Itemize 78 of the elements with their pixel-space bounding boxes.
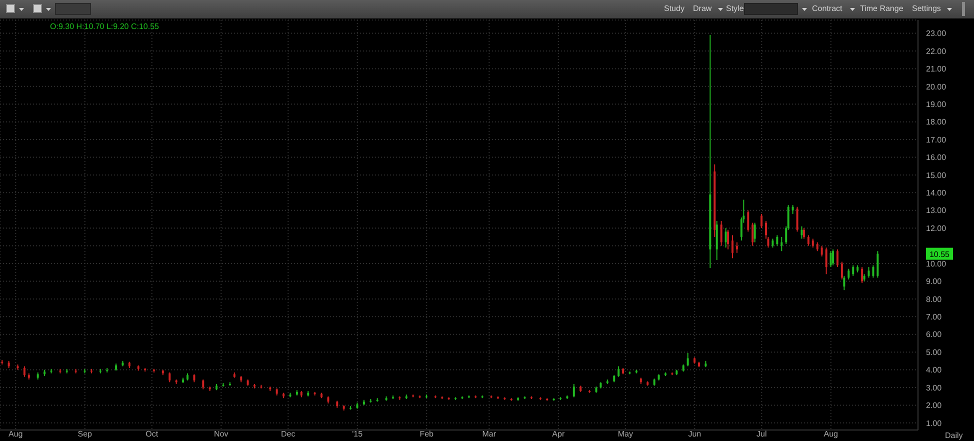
x-tick-label: May bbox=[618, 430, 633, 439]
y-tick-label: 18.00 bbox=[926, 118, 947, 127]
candlestick bbox=[836, 248, 838, 268]
candlestick bbox=[572, 383, 575, 398]
x-tick-label: Nov bbox=[214, 430, 228, 439]
y-tick-label: 4.00 bbox=[926, 366, 942, 375]
candlestick bbox=[820, 245, 823, 257]
y-tick-label: 14.00 bbox=[926, 188, 947, 198]
text: Study bbox=[664, 4, 684, 14]
text: Style bbox=[726, 4, 744, 14]
x-tick-label: Jun bbox=[688, 430, 702, 439]
candlestick bbox=[840, 261, 843, 280]
candlestick bbox=[724, 228, 727, 248]
y-tick-label: 19.00 bbox=[926, 100, 947, 109]
candlestick bbox=[780, 236, 783, 252]
y-tick-label: 15.00 bbox=[926, 170, 947, 180]
y-tick-label: 17.00 bbox=[926, 135, 947, 144]
y-tick-label: 22.00 bbox=[926, 46, 947, 56]
candlestick bbox=[720, 220, 722, 246]
candlestick bbox=[800, 226, 803, 240]
candlestick bbox=[23, 366, 26, 378]
candlestick bbox=[727, 229, 730, 250]
candlestick bbox=[852, 264, 854, 276]
x-tick-label: Dec bbox=[281, 430, 296, 439]
y-tick-label: 20.00 bbox=[926, 82, 947, 92]
x-tick-label: '15 bbox=[352, 430, 364, 439]
candlestick bbox=[807, 234, 810, 246]
candlestick bbox=[796, 206, 798, 232]
candlestick bbox=[618, 366, 620, 378]
x-tick-label: Aug bbox=[824, 430, 838, 439]
text: Contract bbox=[812, 4, 842, 14]
candlestick bbox=[202, 379, 204, 390]
y-tick-label: 8.00 bbox=[926, 294, 942, 304]
x-tick-label: Aug bbox=[8, 430, 23, 439]
text: Draw bbox=[693, 4, 712, 14]
candlestick bbox=[868, 266, 870, 278]
text: Daily bbox=[945, 431, 963, 441]
x-tick-label: Jul bbox=[756, 430, 767, 439]
text: Settings bbox=[912, 4, 941, 14]
y-tick-label: 1.00 bbox=[926, 418, 942, 428]
candlestick bbox=[825, 247, 828, 275]
y-tick-label: 2.00 bbox=[926, 401, 942, 410]
x-tick-label: Oct bbox=[146, 430, 159, 439]
x-tick-label: Feb bbox=[420, 430, 434, 439]
candlestick bbox=[686, 352, 689, 367]
candlestick bbox=[830, 250, 832, 268]
candlestick bbox=[832, 248, 834, 266]
text: 10.55 bbox=[929, 250, 950, 259]
y-tick-label: 6.00 bbox=[926, 330, 942, 340]
candlestick bbox=[843, 275, 846, 291]
y-tick-label: 10.00 bbox=[926, 259, 947, 268]
candlestick bbox=[848, 268, 850, 280]
y-tick-label: 21.00 bbox=[926, 64, 947, 74]
annotation: O:9.30 H:10.70 L:9.20 C:10.55 bbox=[50, 22, 159, 32]
y-tick-label: 9.00 bbox=[926, 277, 942, 286]
candlestick bbox=[776, 234, 778, 246]
y-tick-label: 23.00 bbox=[926, 29, 947, 38]
candlestick bbox=[752, 222, 754, 246]
candlestick bbox=[861, 266, 864, 284]
candlestick bbox=[736, 242, 738, 254]
y-tick-label: 13.00 bbox=[926, 206, 947, 216]
candlestick bbox=[731, 234, 734, 259]
candlestick bbox=[754, 222, 756, 243]
x-tick-label: Mar bbox=[482, 430, 496, 439]
y-tick-label: 3.00 bbox=[926, 383, 942, 392]
y-tick-label: 5.00 bbox=[926, 348, 942, 357]
y-tick-label: 16.00 bbox=[926, 153, 947, 162]
x-tick-label: Apr bbox=[552, 430, 565, 439]
candlestick bbox=[747, 210, 750, 232]
candlestick bbox=[168, 372, 171, 383]
x-tick-label: Sep bbox=[78, 430, 93, 439]
y-tick-label: 7.00 bbox=[926, 312, 942, 322]
y-tick-label: 12.00 bbox=[926, 224, 947, 233]
text: Time Range bbox=[860, 4, 904, 14]
candlestick bbox=[872, 264, 874, 278]
candlestick bbox=[760, 213, 763, 229]
candlestick bbox=[876, 250, 879, 278]
candlestick bbox=[802, 228, 805, 240]
